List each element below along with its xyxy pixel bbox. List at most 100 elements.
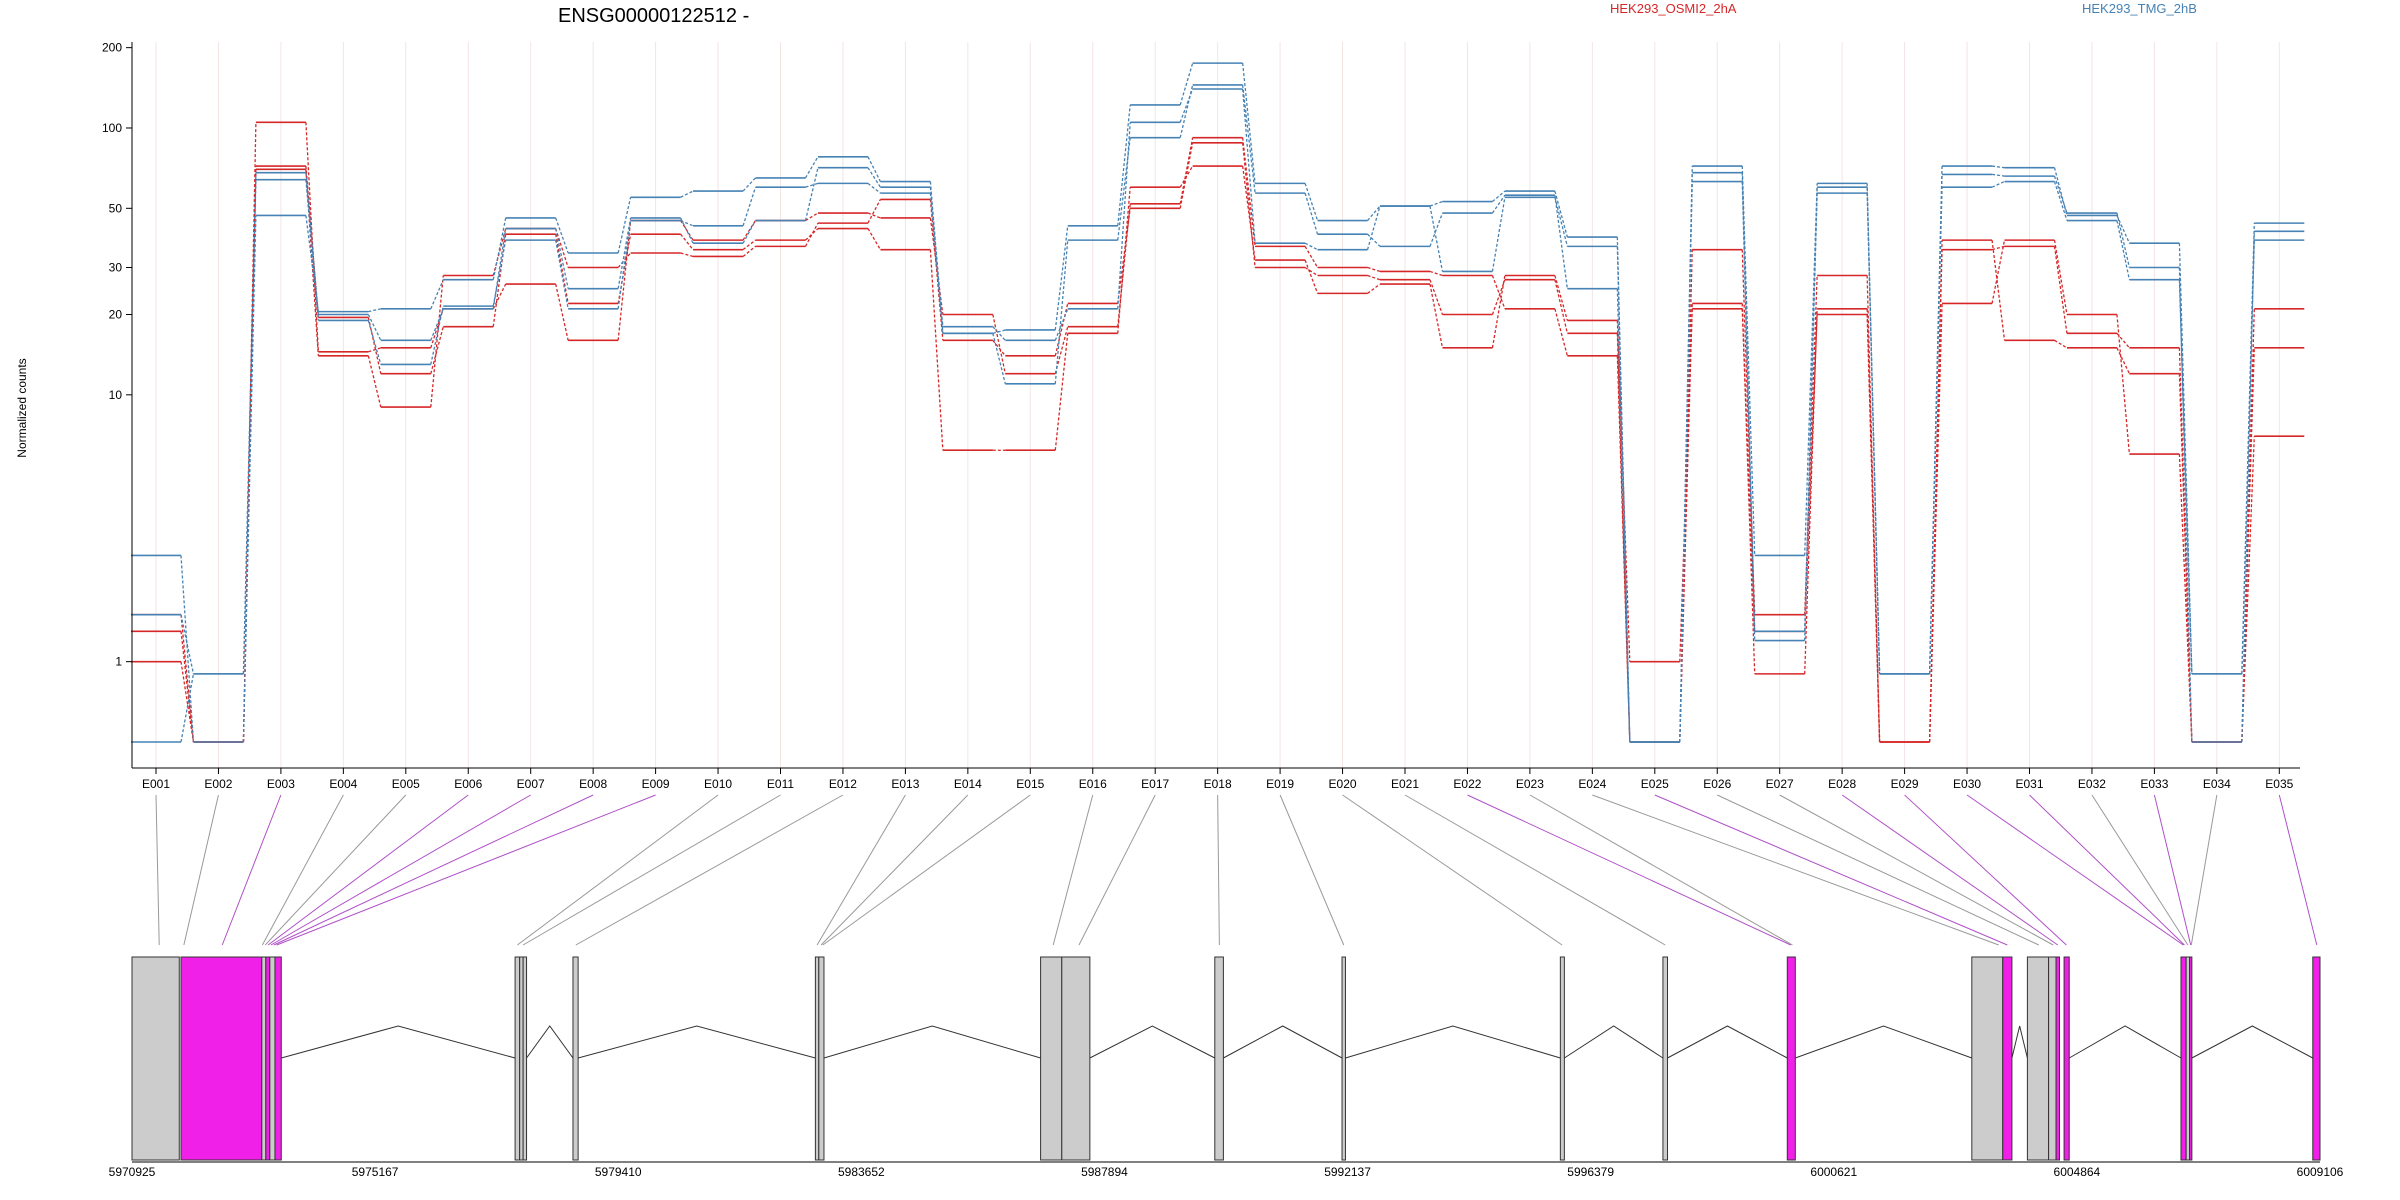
series-1-link-e031 [2053, 240, 2068, 315]
coordinate-label-4: 5983652 [838, 1165, 885, 1179]
xtick-label-e002: E002 [204, 777, 232, 791]
series-2-link-e007 [555, 234, 569, 304]
series-5-link-e020 [1367, 233, 1381, 247]
series-2-link-e030 [1991, 240, 2006, 341]
series-5-link-e015 [1054, 240, 1069, 384]
series-5-link-e029 [1928, 187, 1943, 674]
series-6-link-e019 [1304, 242, 1318, 251]
intron-8 [1564, 1025, 1664, 1059]
series-6-link-e001 [180, 673, 195, 743]
series-2-link-e022 [1491, 275, 1506, 348]
series-1-link-e014 [992, 314, 1006, 374]
connector-e007 [270, 794, 531, 946]
series-4-link-e019 [1304, 183, 1319, 221]
xtick-label-e029: E029 [1891, 777, 1919, 791]
connector-e009 [276, 794, 656, 946]
bin-connectors [155, 794, 2318, 946]
series-6-link-e031 [2053, 175, 2068, 214]
series-3-link-e030 [1991, 245, 2005, 251]
xtick-label-e025: E025 [1641, 777, 1669, 791]
exon-11 [814, 956, 820, 1161]
series-5-link-e010 [742, 186, 757, 226]
connector-e002 [183, 794, 219, 946]
coordinate-label-9: 6004864 [2054, 1165, 2101, 1179]
series-3-link-e009 [680, 252, 694, 258]
coordinate-label-6: 5992137 [1324, 1165, 1371, 1179]
series-1-link-e005 [430, 308, 444, 349]
series-5-link-e031 [2053, 181, 2068, 221]
series-3-link-e020 [1367, 274, 1381, 281]
series-3-link-e006 [492, 228, 507, 276]
series-6-link-e026 [1741, 172, 1756, 632]
xtick-label-e003: E003 [267, 777, 295, 791]
x-ticks: E001 E002 E003 E004 E005 E006 E007 E008 E009 E010… [142, 768, 2294, 791]
exon-10 [572, 956, 579, 1161]
series-2-link-e020 [1367, 283, 1381, 294]
coordinate-label-8: 6000621 [1810, 1165, 1857, 1179]
series-3-link-e016 [1117, 208, 1131, 304]
series-1-link-e009 [680, 220, 694, 241]
series-2-link-e001 [180, 631, 195, 743]
y-axis-label: Normalized counts [15, 358, 29, 457]
xtick-label-e013: E013 [891, 777, 919, 791]
connector-e032 [2091, 794, 2189, 946]
series-6-link-e012 [867, 167, 881, 188]
series-3-link-e019 [1304, 266, 1318, 277]
series-2-link-e012 [867, 228, 881, 250]
ytick-label-30: 30 [109, 261, 123, 275]
series-6 [131, 88, 2305, 743]
gene-model [131, 956, 2321, 1161]
connector-e030 [1966, 794, 2184, 946]
connector-e034 [2190, 794, 2218, 946]
intron-10 [1795, 1025, 1972, 1059]
series-3-link-e033 [2178, 347, 2193, 743]
series-6-link-e022 [1491, 197, 1506, 272]
xtick-label-e020: E020 [1329, 777, 1357, 791]
series-6-link-e015 [1054, 308, 1069, 341]
exon-28 [2189, 956, 2193, 1161]
connector-e006 [267, 794, 469, 946]
coordinate-label-5: 5987894 [1081, 1165, 1128, 1179]
connector-e018 [1217, 794, 1220, 946]
series-6-link-e025 [1679, 172, 1693, 743]
connector-e012 [575, 794, 844, 946]
xtick-label-e014: E014 [954, 777, 982, 791]
exon-20 [1971, 956, 2004, 1161]
series-5-link-e021 [1429, 212, 1444, 247]
series-3-link-e008 [617, 252, 632, 268]
series-1-link-e003 [305, 122, 319, 352]
series-6-link-e034 [2241, 231, 2255, 743]
connector-e027 [1779, 794, 2054, 946]
exon-8 [519, 956, 524, 1161]
intron-3 [577, 1025, 816, 1059]
series-4-link-e009 [680, 190, 694, 198]
xtick-label-e007: E007 [517, 777, 545, 791]
exon-22 [2026, 956, 2050, 1161]
series-2-link-e013 [929, 249, 944, 451]
xtick-label-e006: E006 [454, 777, 482, 791]
series-2-link-e034 [2241, 347, 2255, 743]
series-4-link-e023 [1554, 190, 1568, 238]
connector-e011 [522, 794, 781, 946]
series-3-link-e018 [1242, 142, 1256, 268]
series-6-link-e007 [555, 228, 569, 289]
legend-label-osmi2: HEK293_OSMI2_2hA [1610, 1, 1737, 16]
series-1-link-e022 [1491, 275, 1506, 310]
xtick-label-e022: E022 [1453, 777, 1481, 791]
ytick-label-50: 50 [109, 201, 123, 215]
connector-e010 [517, 794, 719, 946]
exon-23 [2048, 956, 2057, 1161]
connector-e033 [2153, 794, 2192, 946]
series-3-link-e031 [2053, 246, 2068, 334]
connector-e023 [1529, 794, 1793, 946]
xtick-label-e021: E021 [1391, 777, 1419, 791]
series-3-link-e023 [1554, 279, 1568, 334]
connector-e026 [1717, 794, 2040, 946]
xtick-label-e023: E023 [1516, 777, 1544, 791]
xtick-label-e027: E027 [1766, 777, 1794, 791]
series-6-link-e028 [1866, 187, 1881, 674]
series-1-link-e017 [1179, 137, 1194, 204]
xtick-label-e035: E035 [2265, 777, 2293, 791]
xtick-label-e004: E004 [329, 777, 357, 791]
series-4-link-e010 [742, 177, 756, 192]
